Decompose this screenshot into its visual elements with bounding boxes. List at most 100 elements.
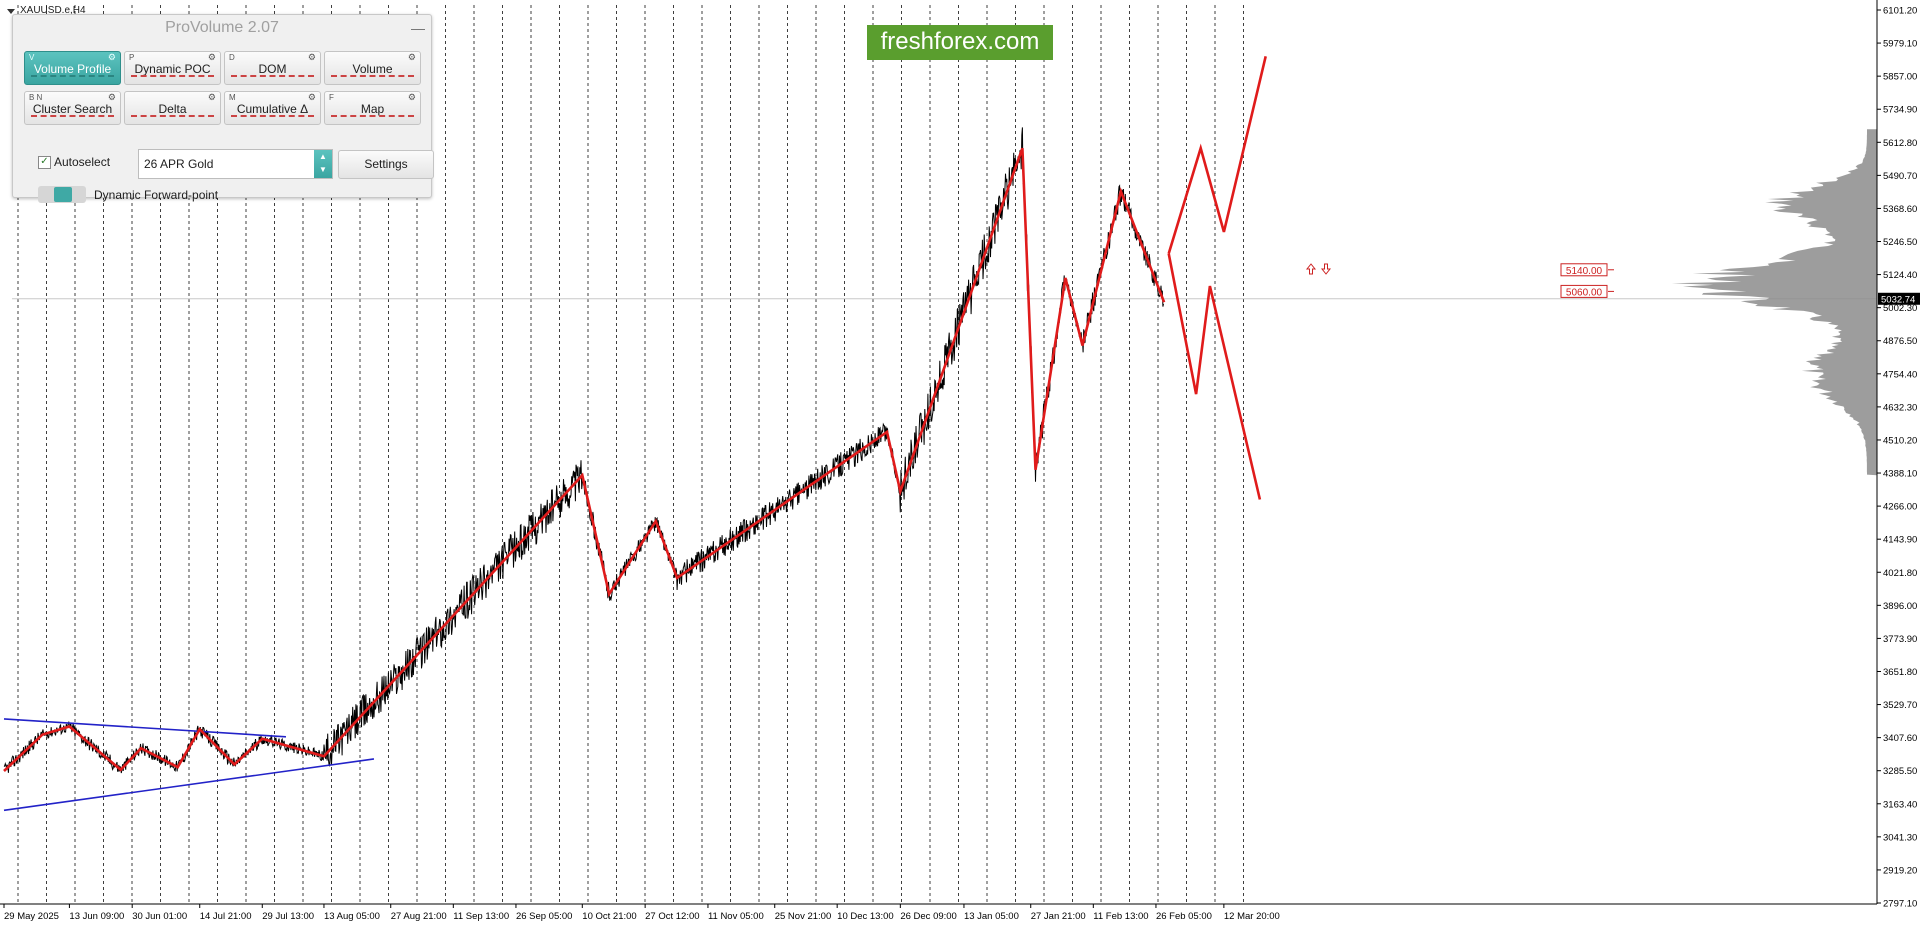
price-tick-label: 4510.20 bbox=[1883, 435, 1917, 446]
mini-chart-icon bbox=[131, 75, 214, 80]
gear-icon[interactable]: ⚙ bbox=[207, 92, 216, 102]
zigzag-line bbox=[3, 147, 1166, 772]
dynamic-poc-button[interactable]: P ⚙ Dynamic POC bbox=[124, 51, 221, 85]
instrument-value: 26 APR Gold bbox=[144, 157, 214, 171]
forward-point-label: Dynamic Forward-point bbox=[94, 188, 219, 202]
hotkey-hint: D bbox=[229, 53, 235, 62]
button-label: Map bbox=[360, 102, 385, 116]
price-tick-label: 4876.50 bbox=[1883, 336, 1917, 347]
triangle-lower-line bbox=[3, 758, 375, 812]
price-tick-label: 2919.20 bbox=[1883, 865, 1917, 876]
gear-icon[interactable]: ⚙ bbox=[207, 52, 216, 62]
level-label: 5060.00 bbox=[1566, 287, 1603, 298]
price-tick-label: 3407.60 bbox=[1883, 733, 1917, 744]
dom-button[interactable]: D ⚙ DOM bbox=[224, 51, 321, 85]
gear-icon[interactable]: ⚙ bbox=[407, 92, 416, 102]
price-tick-label: 5612.80 bbox=[1883, 138, 1917, 149]
button-label: Dynamic POC bbox=[134, 62, 211, 76]
provolume-panel: ProVolume 2.07 — V ⚙ Volume Profile P ⚙ Dynam… bbox=[12, 14, 434, 203]
hotkey-hint: M bbox=[229, 93, 236, 102]
autoselect-checkbox[interactable]: ✓ bbox=[38, 156, 51, 169]
price-tick-label: 4754.40 bbox=[1883, 369, 1917, 380]
gear-icon[interactable]: ⚙ bbox=[307, 92, 316, 102]
time-tick-label: 29 May 2025 bbox=[4, 911, 59, 922]
gear-icon[interactable]: ⚙ bbox=[107, 52, 116, 62]
price-tick-label: 4388.10 bbox=[1883, 469, 1917, 480]
volume-button[interactable]: ⚙ Volume bbox=[324, 51, 421, 85]
map-button[interactable]: F ⚙ Map bbox=[324, 91, 421, 125]
price-tick-label: 5979.10 bbox=[1883, 39, 1917, 50]
time-tick-label: 29 Jul 13:00 bbox=[262, 911, 314, 922]
level-label: 5140.00 bbox=[1566, 266, 1603, 277]
price-tick-label: 5246.50 bbox=[1883, 237, 1917, 248]
time-tick-label: 26 Dec 09:00 bbox=[900, 911, 957, 922]
cumulative-button[interactable]: M ⚙ Cumulative Δ bbox=[224, 91, 321, 125]
price-levels: 5140.00 5060.00 bbox=[1560, 263, 1614, 298]
instrument-select[interactable]: 26 APR Gold ▲ ▼ bbox=[138, 149, 333, 179]
mini-chart-icon bbox=[31, 75, 114, 80]
price-tick-label: 5490.70 bbox=[1883, 171, 1917, 182]
volume-profile-button[interactable]: V ⚙ Volume Profile bbox=[24, 51, 121, 85]
price-tick-label: 4021.80 bbox=[1883, 568, 1917, 579]
mini-chart-icon bbox=[331, 115, 414, 120]
settings-button[interactable]: Settings bbox=[338, 150, 434, 179]
delta-button[interactable]: ⚙ Delta bbox=[124, 91, 221, 125]
button-label: DOM bbox=[258, 62, 287, 76]
time-tick-label: 27 Aug 21:00 bbox=[391, 911, 447, 922]
time-tick-label: 11 Nov 05:00 bbox=[708, 911, 764, 922]
gear-icon[interactable]: ⚙ bbox=[407, 52, 416, 62]
triangle-pattern bbox=[3, 718, 375, 812]
spinner-icon[interactable]: ▲ ▼ bbox=[314, 150, 332, 178]
time-tick-label: 14 Jul 21:00 bbox=[200, 911, 252, 922]
mini-chart-icon bbox=[31, 115, 114, 120]
volume-profile-histogram bbox=[1671, 129, 1877, 476]
time-tick-label: 30 Jun 01:00 bbox=[132, 911, 187, 922]
cluster-search-button[interactable]: B N ⚙ Cluster Search bbox=[24, 91, 121, 125]
time-tick-label: 26 Feb 05:00 bbox=[1156, 911, 1212, 922]
price-tick-label: 5002.30 bbox=[1883, 303, 1917, 314]
minimize-button[interactable]: — bbox=[411, 20, 425, 36]
up-arrow-icon bbox=[1305, 263, 1317, 275]
mini-chart-icon bbox=[131, 115, 214, 120]
time-tick-label: 25 Nov 21:00 bbox=[775, 911, 832, 922]
forward-point-toggle[interactable] bbox=[38, 186, 86, 203]
price-tick-label: 4266.00 bbox=[1883, 502, 1917, 513]
price-tick-label: 3651.80 bbox=[1883, 667, 1917, 678]
button-label: Volume bbox=[352, 62, 393, 76]
button-label: Delta bbox=[158, 102, 187, 116]
watermark-banner: freshforex.com bbox=[867, 25, 1053, 60]
time-tick-label: 13 Jun 09:00 bbox=[69, 911, 124, 922]
hotkey-hint: P bbox=[129, 53, 135, 62]
symbol-menu-icon[interactable] bbox=[7, 9, 15, 14]
mini-chart-icon bbox=[231, 75, 314, 80]
gear-icon[interactable]: ⚙ bbox=[107, 92, 116, 102]
price-tick-label: 5124.40 bbox=[1883, 270, 1917, 281]
down-arrow-icon bbox=[1320, 263, 1332, 275]
zigzag-forecast bbox=[3, 55, 1267, 772]
price-tick-label: 3773.90 bbox=[1883, 634, 1917, 645]
time-tick-label: 27 Jan 21:00 bbox=[1031, 911, 1086, 922]
mini-chart-icon bbox=[331, 75, 414, 80]
triangle-upper-line bbox=[3, 718, 287, 738]
level-box bbox=[1560, 284, 1608, 298]
level-box bbox=[1560, 263, 1608, 277]
time-tick-label: 11 Sep 13:00 bbox=[453, 911, 509, 922]
period-separators bbox=[12, 5, 1877, 904]
price-tick-label: 3163.40 bbox=[1883, 799, 1917, 810]
volume-profile bbox=[1671, 129, 1877, 476]
price-tick-label: 5368.60 bbox=[1883, 204, 1917, 215]
panel-title: ProVolume 2.07 bbox=[165, 19, 279, 36]
forecast-line bbox=[1167, 253, 1262, 500]
price-tick-label: 3896.00 bbox=[1883, 601, 1917, 612]
price-series bbox=[3, 127, 1164, 774]
price-tick-label: 4632.30 bbox=[1883, 402, 1917, 413]
current-price-badge bbox=[1878, 292, 1920, 305]
mini-chart-icon bbox=[231, 115, 314, 120]
price-line bbox=[3, 127, 1164, 774]
button-label: Cumulative Δ bbox=[236, 102, 309, 116]
gear-icon[interactable]: ⚙ bbox=[307, 52, 316, 62]
time-tick-label: 13 Jan 05:00 bbox=[964, 911, 1019, 922]
time-tick-label: 27 Oct 12:00 bbox=[645, 911, 699, 922]
price-tick-label: 3285.50 bbox=[1883, 766, 1917, 777]
